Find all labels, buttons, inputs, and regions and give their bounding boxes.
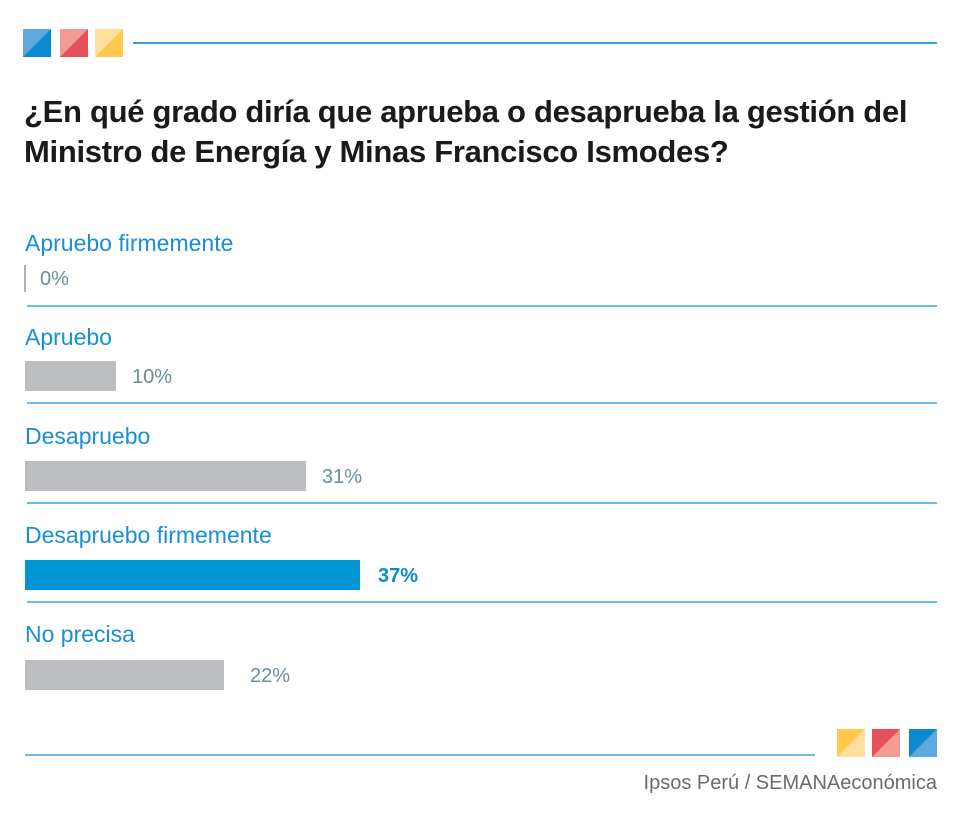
row-divider (27, 502, 937, 504)
brand-square-yellow-icon (837, 729, 865, 757)
value-label-highlight: 37% (378, 565, 419, 587)
category-label: Apruebo (25, 324, 112, 350)
brand-square-blue-icon (23, 29, 51, 57)
value-label: 0% (40, 268, 69, 290)
brand-square-red-icon (60, 29, 88, 57)
category-label: No precisa (25, 621, 135, 647)
brand-square-red-icon (872, 729, 900, 757)
value-label: 10% (132, 366, 173, 388)
chart-title: ¿En qué grado diría que aprueba o desapr… (24, 94, 908, 169)
bar-apruebo-firmemente (24, 265, 26, 292)
bar-desapruebo (25, 461, 306, 491)
category-label: Apruebo firmemente (25, 230, 234, 256)
value-label: 22% (250, 665, 291, 687)
category-label: Desapruebo firmemente (25, 522, 272, 548)
brand-square-blue-icon (909, 729, 937, 757)
source-credit: Ipsos Perú / SEMANAeconómica (643, 772, 937, 794)
row-divider (27, 402, 937, 404)
value-label: 31% (322, 466, 363, 488)
row-divider (27, 305, 937, 307)
bar-no-precisa (25, 660, 224, 690)
bar-apruebo (25, 361, 116, 391)
header-divider (133, 42, 937, 44)
footer-divider (25, 754, 815, 756)
bar-desapruebo-firmemente (25, 560, 360, 590)
row-divider (27, 601, 937, 603)
category-label: Desapruebo (25, 423, 151, 449)
brand-square-yellow-icon (95, 29, 123, 57)
